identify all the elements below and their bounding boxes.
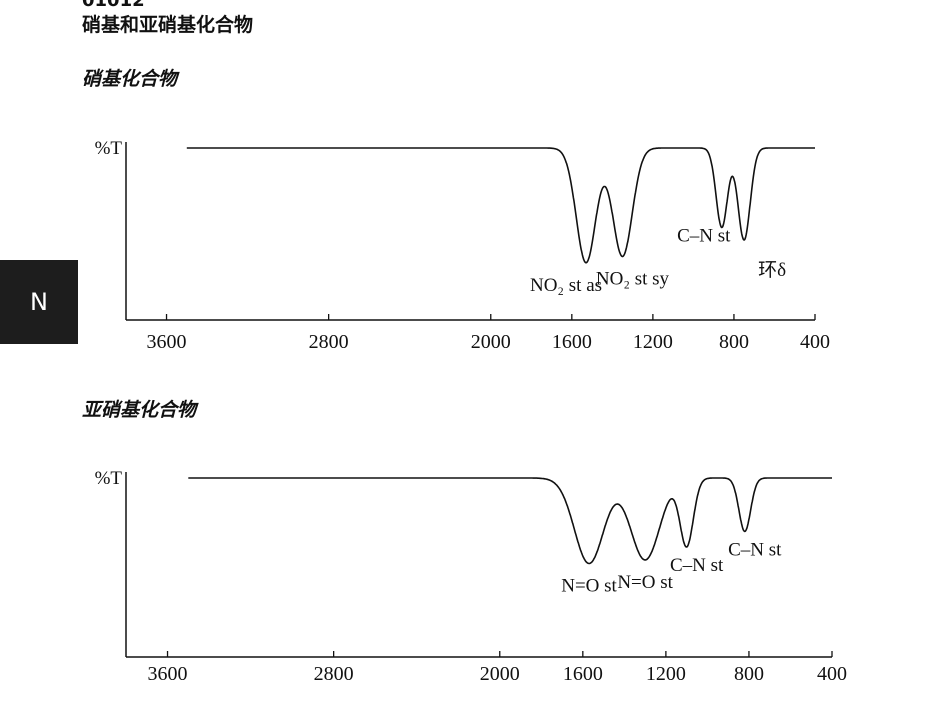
- x-tick-label: 2000: [471, 331, 511, 353]
- x-tick-label: 2000: [480, 663, 520, 685]
- band-label: N=O st: [561, 575, 617, 596]
- x-tick-label: 1200: [646, 663, 686, 685]
- y-axis-label: %T: [95, 468, 123, 489]
- section-tab-n: N: [0, 260, 78, 344]
- x-tick-label: 800: [734, 663, 764, 685]
- band-label: 环δ: [758, 260, 786, 281]
- x-tick-label: 2800: [309, 331, 349, 353]
- ir-spectrum-nitro: %T 3600 2800 2000 1600 1200 800 400 NO₂ st asNO₂…: [95, 138, 830, 353]
- band-label: NO₂ st sy: [596, 268, 670, 289]
- band-label: N=O st: [617, 572, 673, 593]
- x-tick-label: 2800: [314, 663, 354, 685]
- band-label: C–N st: [677, 225, 731, 246]
- x-tick-label: 1200: [633, 331, 673, 353]
- section-title: 硝基和亚硝基化合物: [82, 14, 254, 36]
- x-tick-label: 3600: [148, 663, 188, 685]
- band-label: C–N st: [728, 539, 782, 560]
- chart-title-nitroso: 亚硝基化合物: [82, 399, 197, 421]
- x-tick-label: 400: [817, 663, 847, 685]
- page-code: 01012: [82, 0, 145, 11]
- x-tick-label: 1600: [563, 663, 603, 685]
- x-tick-label: 3600: [147, 331, 187, 353]
- x-tick-label: 800: [719, 331, 749, 353]
- spectrum-line: [186, 147, 815, 264]
- chart-title-nitro: 硝基化合物: [82, 68, 178, 90]
- x-tick-label: 400: [800, 331, 830, 353]
- x-tick-label: 1600: [552, 331, 592, 353]
- band-label: NO₂ st as: [530, 275, 602, 296]
- band-label: C–N st: [670, 555, 724, 576]
- y-axis-label: %T: [95, 138, 123, 159]
- section-tab-label: N: [30, 288, 48, 316]
- spectrum-line: [188, 477, 832, 565]
- ir-spectrum-nitroso: %T 3600 2800 2000 1600 1200 800 400 N=O st N=O st…: [95, 468, 847, 685]
